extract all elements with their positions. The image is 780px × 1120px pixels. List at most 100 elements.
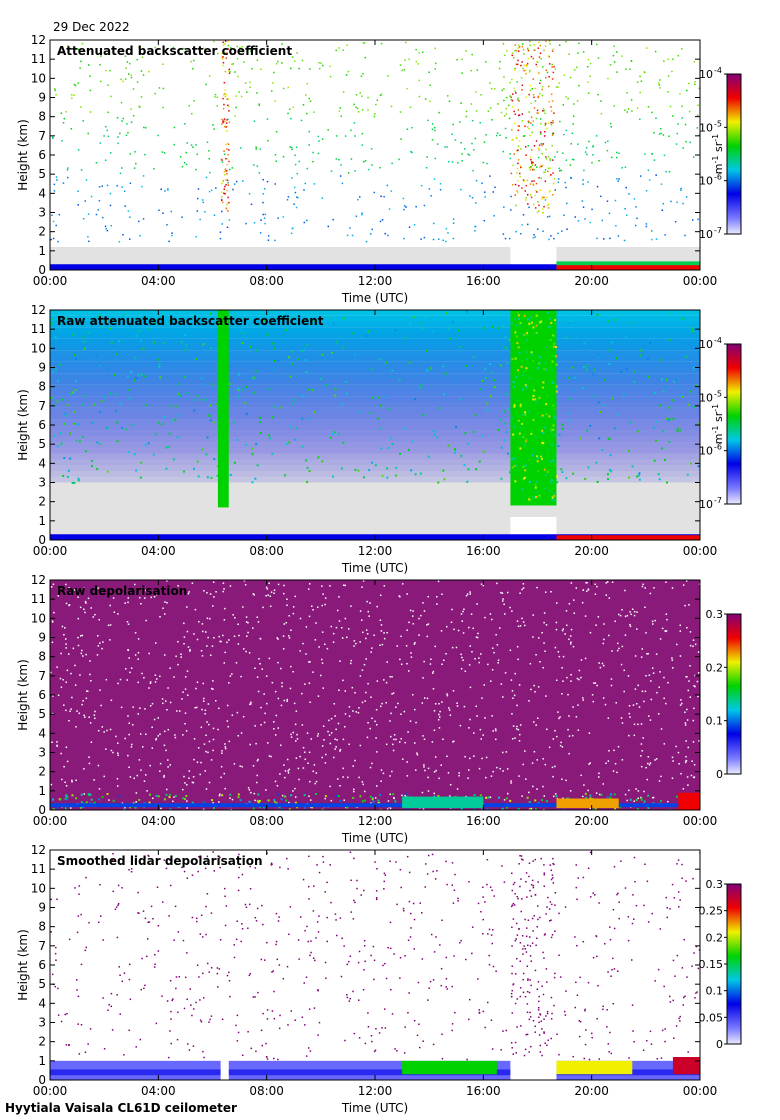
y-tick-label: 7: [38, 399, 46, 413]
y-tick-label: 6: [38, 148, 46, 162]
colorbar-tick-label: 10: [699, 68, 713, 81]
colorbar-tick-label: 0.2: [706, 661, 724, 674]
y-tick-label: 0: [38, 533, 46, 547]
y-tick-label: 10: [31, 881, 46, 895]
colorbar: 0 0.05 0.1 0.15 0.2 0.25 0.3: [699, 878, 742, 1051]
x-tick-label: 16:00: [466, 274, 501, 288]
colorbar-tick-label: 0: [716, 768, 723, 781]
x-tick-label: 00:00: [683, 274, 718, 288]
colorbar-tick-label: 0.2: [706, 931, 724, 944]
x-tick-label: 20:00: [574, 814, 609, 828]
y-tick-label: 2: [38, 765, 46, 779]
y-tick-label: 2: [38, 225, 46, 239]
colorbar-tick-label: 10: [699, 175, 713, 188]
colorbar-label: m-1 sr-1: [711, 404, 725, 444]
y-tick-label: 11: [31, 52, 46, 66]
x-tick-label: 16:00: [466, 544, 501, 558]
colorbar-tick-exponent: -5: [714, 389, 722, 398]
colorbar-tick-exponent: -6: [714, 173, 722, 182]
y-tick-label: 8: [38, 650, 46, 664]
x-tick-label: 08:00: [249, 1084, 284, 1098]
colorbar-tick-exponent: -5: [714, 119, 722, 128]
colorbar: 10-710-610-510 -4m-1 sr-1: [699, 66, 742, 241]
y-tick-label: 9: [38, 901, 46, 915]
colorbar-tick-exponent: -4: [714, 336, 722, 345]
colorbar-tick-exponent: -4: [714, 66, 722, 75]
panel-title: Raw attenuated backscatter coefficient: [57, 314, 324, 328]
x-tick-label: 12:00: [358, 1084, 393, 1098]
colorbar-tick-label: 0.25: [699, 905, 724, 918]
y-tick-label: 4: [38, 996, 46, 1010]
x-tick-label: 12:00: [358, 274, 393, 288]
y-tick-label: 1: [38, 514, 46, 528]
x-tick-label: 04:00: [141, 1084, 176, 1098]
x-tick-label: 00:00: [683, 1084, 718, 1098]
colorbar-tick-label: 10: [699, 338, 713, 351]
x-tick-label: 00:00: [683, 544, 718, 558]
y-tick-label: 5: [38, 707, 46, 721]
colorbar-tick-label: 0.1: [706, 985, 724, 998]
heatmap-field: [50, 850, 700, 1080]
x-tick-label: 04:00: [141, 544, 176, 558]
panel-title: Attenuated backscatter coefficient: [57, 44, 292, 58]
panel-title: Smoothed lidar depolarisation: [57, 854, 263, 868]
colorbar: 0 0.1 0.2 0.3: [706, 608, 742, 781]
y-tick-label: 8: [38, 110, 46, 124]
y-tick-label: 9: [38, 91, 46, 105]
colorbar-tick-label: 0.3: [706, 608, 724, 621]
colorbar-tick-label: 10: [699, 228, 713, 241]
y-tick-label: 8: [38, 380, 46, 394]
y-tick-label: 3: [38, 206, 46, 220]
y-tick-label: 5: [38, 977, 46, 991]
date-label: 29 Dec 2022: [53, 20, 130, 34]
x-axis-label: Time (UTC): [341, 831, 408, 845]
y-tick-label: 10: [31, 341, 46, 355]
y-tick-label: 6: [38, 958, 46, 972]
panel-title: Raw depolarisation: [57, 584, 187, 598]
heatmap-field: [50, 580, 700, 810]
y-tick-label: 0: [38, 1073, 46, 1087]
colorbar-tick-label: 0.1: [706, 715, 724, 728]
plot-frame: [49, 39, 701, 271]
colorbar-tick-label: 10: [699, 121, 713, 134]
y-tick-label: 10: [31, 611, 46, 625]
x-tick-label: 00:00: [33, 544, 68, 558]
x-tick-label: 16:00: [466, 814, 501, 828]
y-tick-label: 12: [31, 303, 46, 317]
colorbar-tick-label: 0.15: [699, 958, 724, 971]
y-tick-label: 2: [38, 495, 46, 509]
y-tick-label: 5: [38, 437, 46, 451]
y-tick-label: 1: [38, 244, 46, 258]
y-tick-label: 12: [31, 573, 46, 587]
colorbar-tick-exponent: -6: [714, 443, 722, 452]
y-tick-label: 4: [38, 726, 46, 740]
heatmap-field: [50, 40, 700, 270]
y-tick-label: 6: [38, 688, 46, 702]
footer-label: Hyytiala Vaisala CL61D ceilometer: [5, 1101, 237, 1115]
x-tick-label: 20:00: [574, 544, 609, 558]
x-tick-label: 12:00: [358, 544, 393, 558]
y-axis-label: Height (km): [16, 389, 30, 460]
colorbar-tick-label: 10: [699, 445, 713, 458]
y-tick-label: 4: [38, 186, 46, 200]
x-tick-label: 04:00: [141, 274, 176, 288]
colorbar-tick-label: 0: [716, 1038, 723, 1051]
chart-panel-4: Smoothed lidar depolarisation01234567891…: [16, 843, 742, 1115]
y-tick-label: 0: [38, 803, 46, 817]
y-axis-label: Height (km): [16, 929, 30, 1000]
y-axis-label: Height (km): [16, 659, 30, 730]
y-tick-label: 11: [31, 862, 46, 876]
y-tick-label: 9: [38, 631, 46, 645]
y-tick-label: 1: [38, 784, 46, 798]
x-tick-label: 20:00: [574, 1084, 609, 1098]
x-tick-label: 00:00: [33, 814, 68, 828]
y-tick-label: 11: [31, 322, 46, 336]
colorbar-tick-label: 0.3: [706, 878, 724, 891]
y-tick-label: 6: [38, 418, 46, 432]
y-tick-label: 9: [38, 361, 46, 375]
y-tick-label: 2: [38, 1035, 46, 1049]
y-axis-label: Height (km): [16, 119, 30, 190]
x-axis-label: Time (UTC): [341, 1101, 408, 1115]
